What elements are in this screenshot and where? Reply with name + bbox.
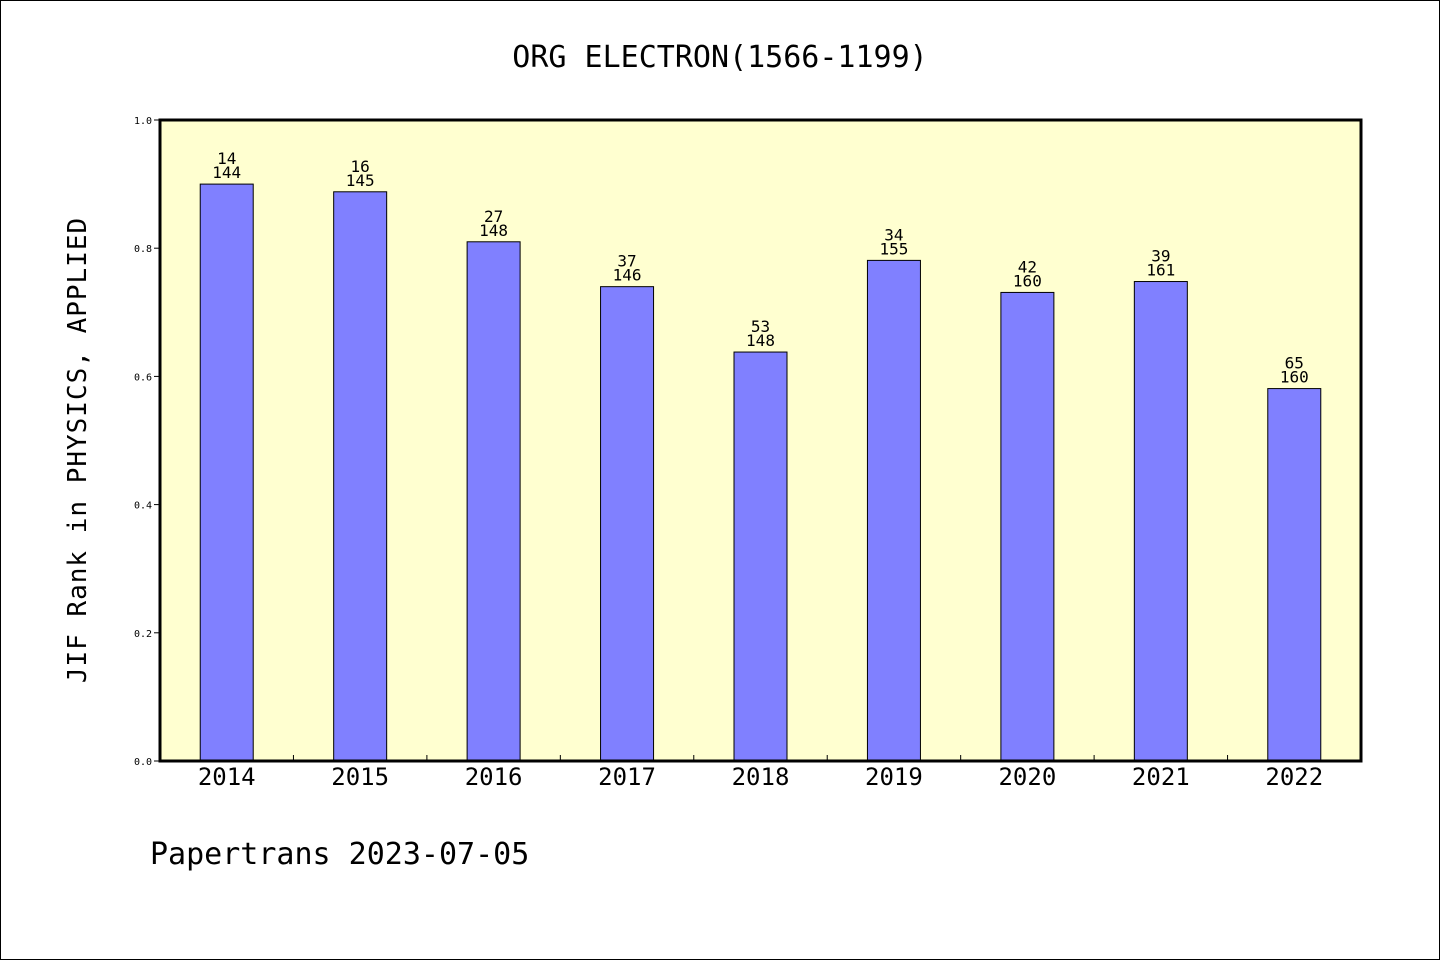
bar-total-label: 144 [212, 163, 241, 182]
bar-2017 [600, 286, 655, 762]
bar-2019 [866, 259, 921, 762]
bar-rank-label: 16 [351, 157, 370, 176]
x-tick-label: 2019 [865, 763, 923, 791]
bar-2016 [466, 241, 521, 762]
bar-rank-label: 39 [1151, 247, 1170, 266]
bars [199, 183, 1322, 762]
x-tick-label: 2020 [998, 763, 1056, 791]
y-axis-ticks: 0.0 0.2 0.4 0.6 0.8 1.0 [134, 116, 160, 768]
bar-total-label: 148 [479, 221, 508, 240]
bar-rank-label: 27 [484, 207, 503, 226]
y-tick-label: 0.4 [134, 501, 152, 512]
bar-total-label: 161 [1146, 261, 1175, 280]
x-tick-label: 2014 [198, 763, 256, 791]
y-tick-label: 0.8 [134, 244, 152, 255]
bar-rank-label: 34 [884, 225, 903, 244]
bar-total-label: 145 [346, 171, 375, 190]
x-tick-label: 2015 [331, 763, 389, 791]
plot-border [158, 118, 1363, 763]
bar-total-label: 148 [746, 331, 775, 350]
bar-2021 [1133, 281, 1188, 762]
footer-text: Papertrans 2023-07-05 [150, 837, 529, 872]
x-axis-ticks: 2014 2015 2016 2017 2018 2019 2020 2021 2022 [198, 755, 1323, 791]
bar-rank-label: 65 [1285, 354, 1304, 373]
x-tick-label: 2018 [732, 763, 790, 791]
bar-total-label: 160 [1280, 368, 1309, 387]
y-tick-label: 0.2 [134, 629, 152, 640]
bar-total-label: 155 [879, 239, 908, 258]
bar-rank-label: 37 [617, 252, 636, 271]
x-tick-label: 2017 [598, 763, 656, 791]
x-tick-label: 2016 [465, 763, 523, 791]
y-axis-label: JIF Rank in PHYSICS, APPLIED [63, 217, 93, 683]
bar-rank-label: 53 [751, 317, 770, 336]
x-tick-label: 2021 [1132, 763, 1190, 791]
bar-2014 [199, 183, 254, 762]
bar-2022 [1267, 388, 1322, 762]
chart-title: ORG ELECTRON(1566-1199) [512, 40, 927, 75]
bar-total-label: 160 [1013, 271, 1042, 290]
bar-total-label: 146 [613, 266, 642, 285]
bar-2018 [733, 351, 788, 762]
bar-rank-label: 14 [217, 149, 236, 168]
y-tick-label: 0.0 [134, 757, 152, 768]
bar-rank-label: 42 [1018, 257, 1037, 276]
bar-2015 [333, 191, 388, 762]
x-tick-label: 2022 [1265, 763, 1323, 791]
y-tick-label: 1.0 [134, 116, 152, 127]
y-tick-label: 0.6 [134, 372, 152, 383]
bar-2020 [1000, 291, 1055, 762]
